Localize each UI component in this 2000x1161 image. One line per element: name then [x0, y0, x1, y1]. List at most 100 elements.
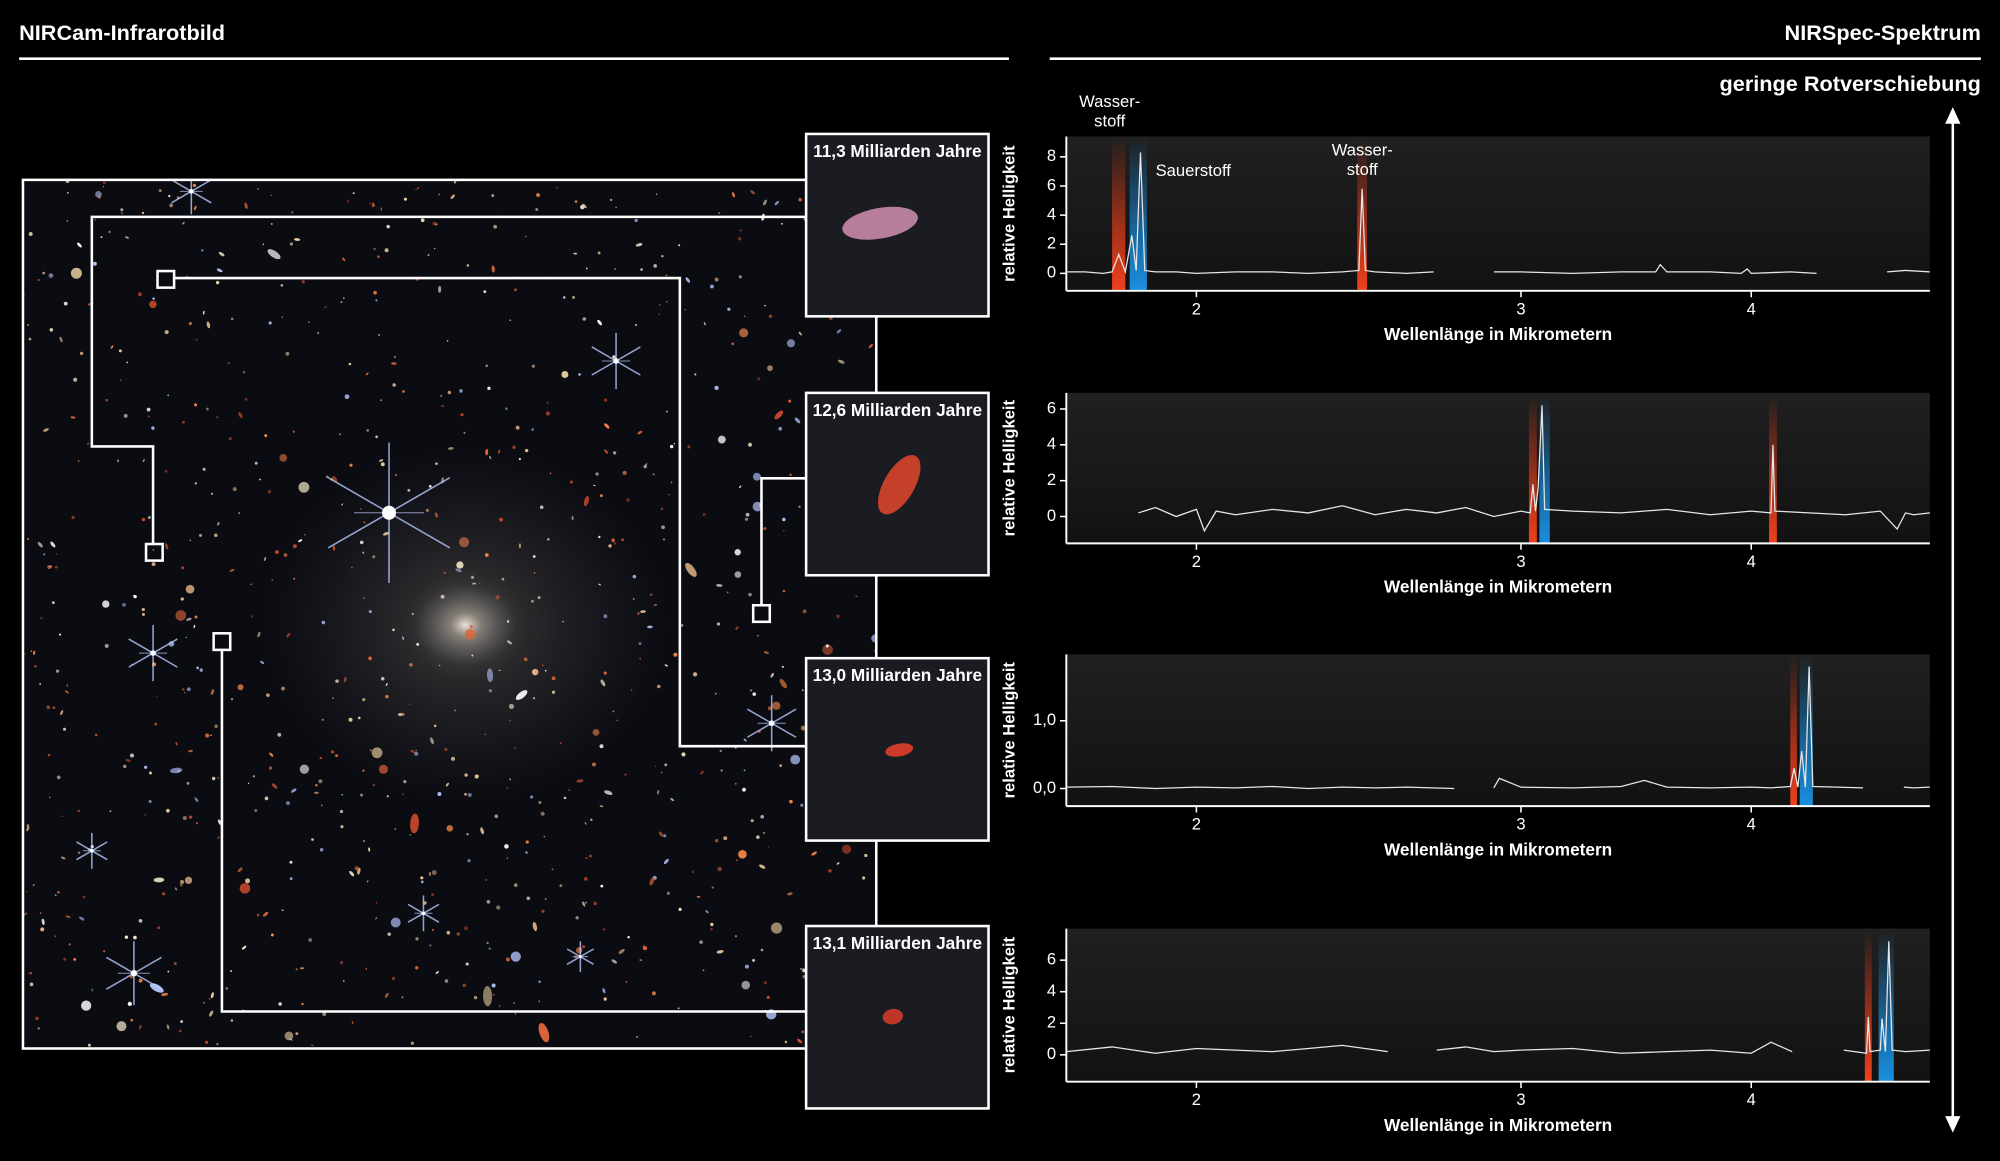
galaxy: [311, 838, 314, 841]
galaxy: [736, 859, 738, 862]
galaxy: [254, 461, 258, 465]
diffraction-spike: [615, 346, 641, 362]
annotation: Wasser- stoff: [1331, 141, 1393, 179]
y-tick-label: 6: [1047, 175, 1056, 194]
diffraction-spike: [579, 948, 594, 958]
galaxy: [218, 251, 225, 257]
galaxy: [25, 912, 28, 915]
galaxy: [484, 733, 487, 736]
galaxy: [216, 268, 223, 273]
galaxy: [270, 933, 274, 937]
galaxy: [642, 946, 648, 951]
galaxy: [390, 917, 401, 928]
galaxy: [375, 917, 378, 920]
galaxy: [738, 275, 742, 279]
x-tick-label: 4: [1747, 299, 1756, 318]
galaxy: [533, 572, 536, 574]
galaxy: [430, 737, 434, 745]
galaxy: [454, 709, 457, 712]
galaxy: [242, 371, 245, 374]
galaxy: [661, 255, 664, 258]
galaxy: [501, 577, 505, 581]
galaxy: [149, 300, 157, 309]
galaxy: [348, 362, 352, 366]
galaxy: [291, 211, 294, 214]
galaxy: [138, 978, 143, 983]
diffraction-spike: [133, 956, 162, 974]
galaxy: [446, 340, 449, 342]
highlight-band: [1528, 392, 1537, 544]
galaxy: [530, 795, 534, 799]
galaxy: [444, 747, 448, 752]
galaxy: [206, 407, 209, 411]
galaxy: [677, 1007, 680, 1010]
diffraction-spike: [615, 360, 641, 376]
galaxy: [563, 796, 567, 800]
galaxy: [750, 1035, 752, 1038]
galaxy: [513, 1002, 515, 1004]
galaxy: [538, 800, 542, 804]
galaxy: [326, 475, 329, 479]
galaxy: [59, 336, 63, 343]
galaxy: [375, 902, 378, 904]
galaxy: [687, 445, 691, 449]
galaxy: [789, 473, 792, 477]
galaxy: [563, 296, 566, 299]
galaxy: [141, 211, 145, 215]
galaxy: [247, 782, 250, 785]
galaxy: [64, 690, 69, 694]
galaxy: [434, 247, 436, 250]
galaxy: [743, 738, 747, 742]
galaxy: [611, 959, 618, 964]
diffraction-spike: [152, 638, 178, 654]
galaxy: [238, 512, 241, 515]
galaxy: [270, 194, 272, 197]
galaxy: [335, 754, 339, 758]
galaxy: [781, 222, 783, 225]
galaxy: [582, 317, 587, 321]
galaxy: [208, 997, 211, 1000]
galaxy: [604, 423, 610, 429]
galaxy: [547, 538, 550, 541]
galaxy: [239, 883, 251, 894]
galaxy: [506, 640, 513, 645]
galaxy: [438, 193, 440, 196]
galaxy: [585, 856, 588, 859]
galaxy: [351, 1020, 354, 1025]
galaxy: [727, 307, 731, 311]
galaxy: [495, 595, 500, 600]
galaxy: [37, 278, 40, 282]
galaxy: [583, 876, 588, 881]
galaxy: [663, 538, 665, 541]
diffraction-spike: [128, 638, 154, 654]
galaxy: [496, 905, 501, 910]
galaxy: [532, 555, 536, 558]
galaxy: [837, 359, 845, 364]
annotation-box: Wasser- stoff: [1331, 141, 1393, 179]
galaxy: [509, 719, 512, 722]
diffraction-spike: [579, 955, 594, 965]
galaxy: [415, 749, 417, 752]
galaxy: [335, 679, 339, 683]
galaxy: [702, 969, 705, 972]
galaxy: [47, 753, 51, 757]
galaxy: [195, 338, 198, 341]
galaxy: [767, 365, 773, 372]
galaxy: [782, 517, 786, 522]
galaxy: [340, 825, 344, 829]
diffraction-spike: [91, 841, 108, 852]
galaxy: [509, 778, 511, 781]
galaxy: [362, 769, 365, 772]
galaxy: [665, 301, 668, 303]
galaxy: [268, 321, 272, 325]
galaxy: [385, 694, 389, 699]
galaxy: [714, 277, 719, 282]
galaxy: [110, 345, 114, 349]
left-title: NIRCam-Infrarotbild: [19, 20, 225, 45]
galaxy: [365, 967, 367, 970]
galaxy: [81, 1000, 92, 1011]
galaxy: [180, 1020, 184, 1023]
galaxy: [299, 764, 310, 774]
galaxy: [291, 788, 297, 793]
galaxy: [386, 795, 389, 798]
